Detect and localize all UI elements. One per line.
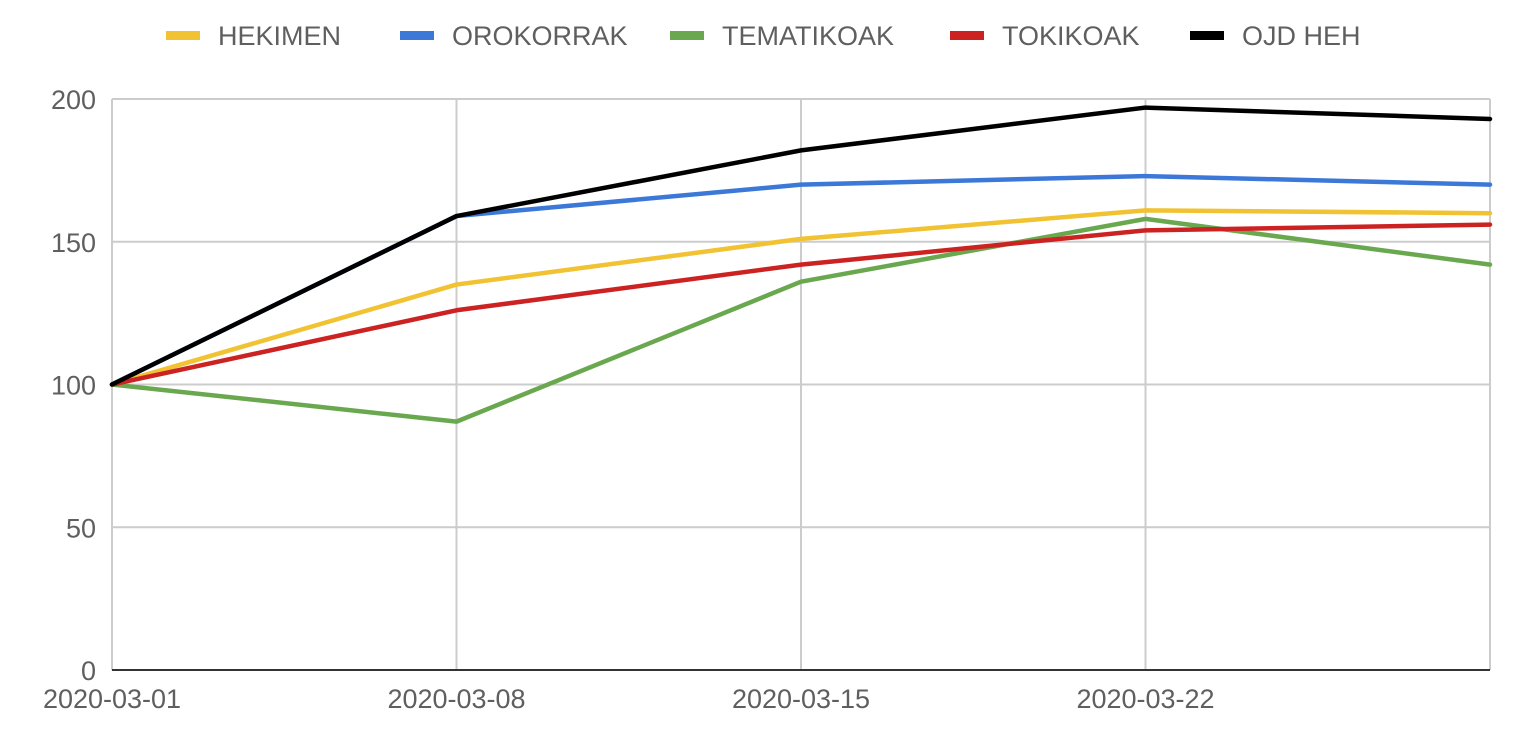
- y-axis-ticks: 0 50 100 150 200: [51, 85, 96, 686]
- y-tick-label: 100: [51, 371, 96, 401]
- series-lines: [109, 105, 1493, 424]
- series-line-hekimen: [109, 208, 1493, 387]
- legend-label-ojd-heh: OJD HEH: [1242, 21, 1361, 51]
- x-axis-ticks: 2020-03-01 2020-03-08 2020-03-15 2020-03-22: [43, 684, 1215, 714]
- y-tick-label: 0: [81, 656, 96, 686]
- legend-swatch-hekimen: [166, 31, 200, 40]
- legend-swatch-orokorrak: [400, 31, 434, 40]
- x-tick-label: 2020-03-08: [387, 684, 525, 714]
- y-tick-label: 50: [66, 513, 96, 543]
- legend-swatch-tokikoak: [950, 31, 984, 40]
- series-line-tematikoak: [109, 216, 1493, 424]
- series-line-tokikoak: [109, 222, 1493, 387]
- y-tick-label: 200: [51, 85, 96, 115]
- x-tick-label: 2020-03-15: [732, 684, 870, 714]
- legend-label-orokorrak: OROKORRAK: [452, 21, 628, 51]
- legend-label-tematikoak: TEMATIKOAK: [722, 21, 894, 51]
- legend-swatch-tematikoak: [670, 31, 704, 40]
- x-tick-label: 2020-03-01: [43, 684, 181, 714]
- x-tick-label: 2020-03-22: [1076, 684, 1214, 714]
- legend-swatch-ojd-heh: [1190, 31, 1224, 40]
- series-line-ojd-heh: [109, 105, 1493, 387]
- legend: HEKIMEN OROKORRAK TEMATIKOAK TOKIKOAK OJD HE…: [166, 21, 1361, 51]
- y-tick-label: 150: [51, 228, 96, 258]
- legend-label-hekimen: HEKIMEN: [218, 21, 341, 51]
- legend-label-tokikoak: TOKIKOAK: [1002, 21, 1140, 51]
